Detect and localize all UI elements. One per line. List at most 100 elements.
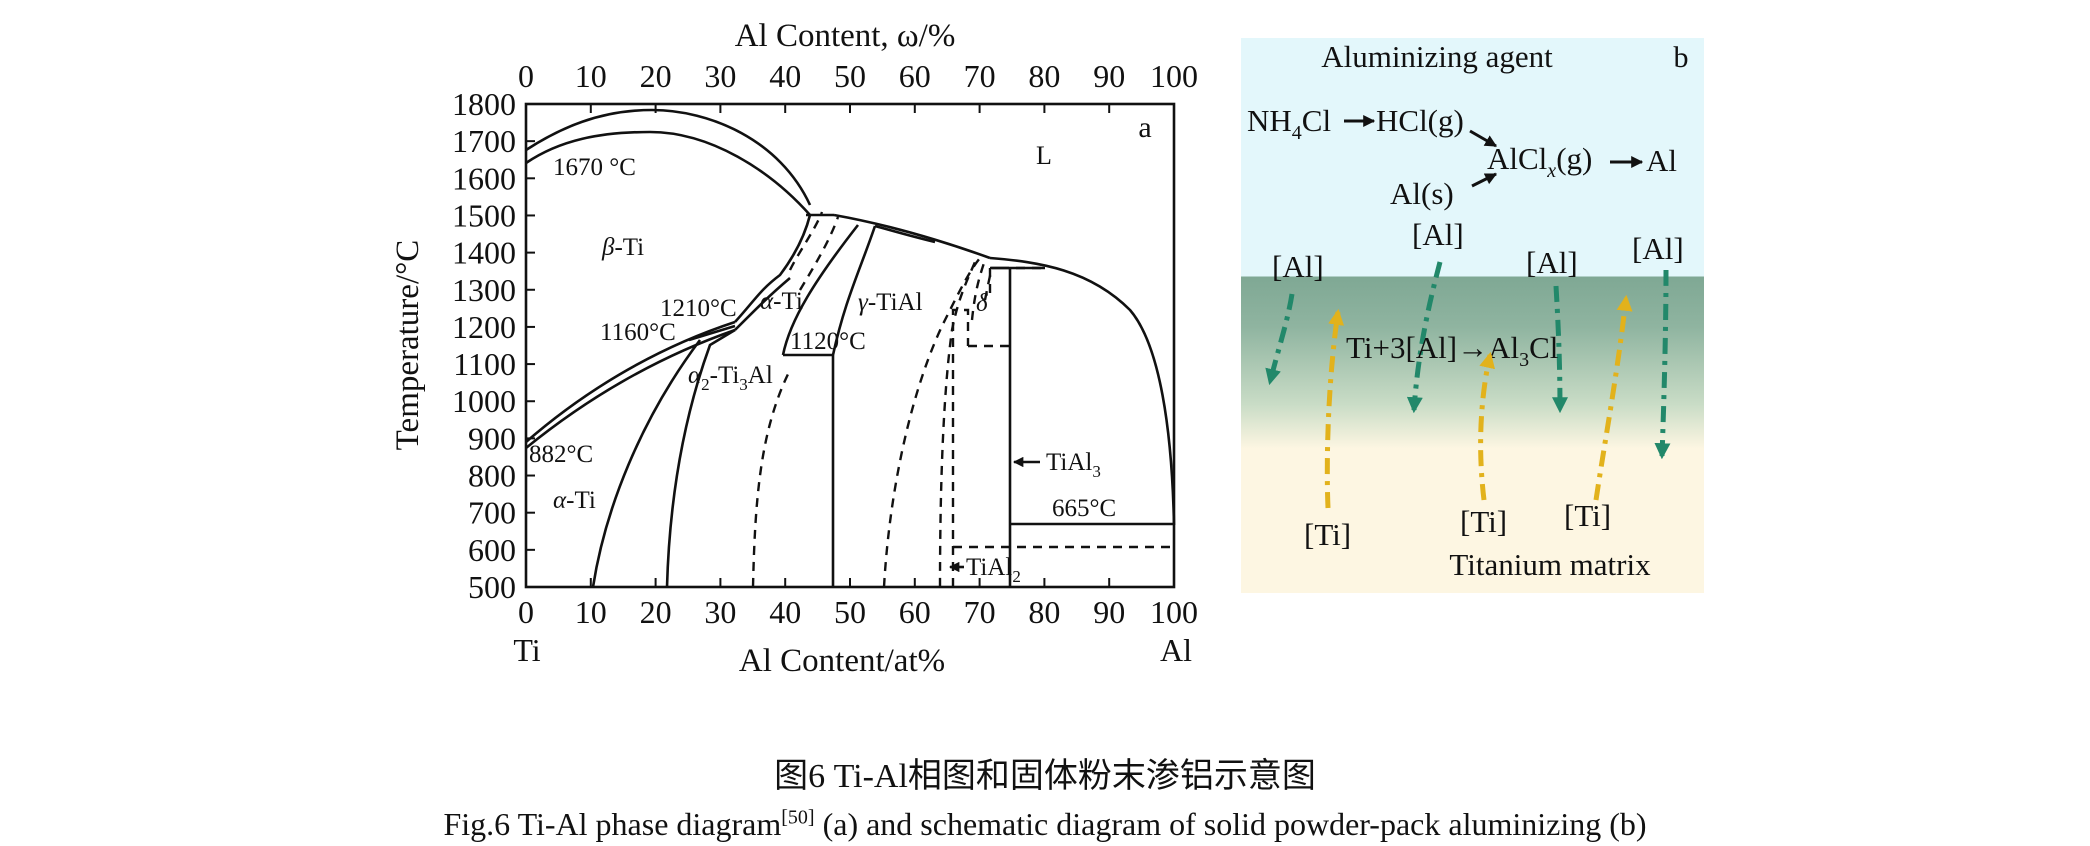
liquidus-right [989,256,1176,526]
temp-1670-label: 1670 °C [553,154,636,181]
alpha-ti-left [734,277,791,331]
liquidus-mid [833,213,991,260]
dashed-gamma-right [882,257,981,588]
arrow-al-solid-alclx [1471,172,1498,188]
top-axis-title: Al Content, ω/% [735,18,956,54]
bottom-tick-label: 20 [640,594,672,630]
alpha-alpha2-eutectoid [688,324,736,342]
caption-reference: [50] [781,806,815,829]
top-tick-label: 40 [769,58,801,94]
region-labels: L 1670 °C β-Ti 1210°C α-Ti γ-TiAl δ 1160… [529,141,1116,586]
top-tick-label: 80 [1028,58,1060,94]
alpha2-left-2 [665,328,736,588]
al-product: Al [1646,143,1677,178]
y-tick-label: 1700 [452,123,516,159]
caption-en-main: Fig.6 Ti-Al phase diagram [443,806,782,842]
bottom-tick-label: 10 [575,594,607,630]
gamma-tial-label: γ-TiAl [858,289,923,316]
bottom-tick-labels: 0 10 20 30 40 50 60 70 80 90 100 [518,594,1198,630]
schematic-background [1241,38,1704,593]
dashed-tial2-left [938,261,977,588]
ti-arrow-2 [1478,351,1496,501]
alpha2-ti3al-label: α2-Ti3Al [688,362,773,394]
schematic-title: Aluminizing agent [1321,39,1553,74]
al-arrow-1 [1265,293,1295,386]
panel-letter-b: b [1674,41,1689,74]
aluminizing-schematic: Aluminizing agent b NH4Cl HCl(g) AlClx(g… [1241,38,1704,593]
al-diffusion-label-1: [Al] [1272,249,1324,284]
al-arrow-2 [1406,261,1443,414]
y-tick-label: 1200 [452,309,516,345]
phase-diagram: Al Content, ω/% 0 10 20 30 40 50 60 70 80 90 100 0… [390,18,1198,679]
al-solid-formula: Al(s) [1390,176,1454,211]
ti-arrow-3 [1593,294,1633,501]
y-tick-label: 900 [468,420,516,456]
temp-882-label: 882°C [529,441,593,468]
caption-chinese: 图6 Ti-Al相图和固体粉末渗铝示意图 [774,758,1316,795]
ti-diffusion-label-3: [Ti] [1564,498,1611,533]
y-tick-label: 600 [468,532,516,568]
al-diffusion-label-3: [Al] [1526,245,1578,280]
top-tick-labels: 0 10 20 30 40 50 60 70 80 90 100 [518,58,1198,94]
caption-english: Fig.6 Ti-Al phase diagram[50] (a) and sc… [0,806,2090,843]
phase-boundaries [525,108,1176,588]
dashed-alpha-ti-1 [788,211,824,271]
gamma-right [831,225,877,356]
arrow-hcl-alclx [1469,129,1498,148]
bottom-tick-label: 100 [1150,594,1198,630]
transus-beta-alpha-2 [525,328,736,450]
phase-boundaries-dashed [751,211,1174,588]
temp-1120-label: 1120°C [790,328,866,355]
y-tick-label: 1500 [452,197,516,233]
x-axis-title: Al Content/at% [739,643,945,679]
al-diffusion-label-2: [Al] [1412,217,1464,252]
al-arrow-3 [1551,285,1568,414]
bottom-tick-label: 90 [1093,594,1125,630]
tial3-label: TiAl3 [1046,449,1101,481]
y-tick-label: 1000 [452,383,516,419]
caption-en-tail: (a) and schematic diagram of solid powde… [814,806,1647,842]
top-tick-label: 0 [518,58,534,94]
temp-1160-label: 1160°C [600,319,676,346]
y-tick-label: 1300 [452,272,516,308]
liquidus-beta [525,108,812,206]
top-tick-label: 60 [899,58,931,94]
alpha-ti-low-label: α-Ti [553,487,596,514]
plot-frame [524,102,1176,589]
transus-beta-alpha [525,320,736,443]
dashed-delta-2 [983,266,1000,301]
y-tick-label: 500 [468,569,516,605]
alclx-formula: AlClx(g) [1487,141,1592,182]
beta-ti-label: β-Ti [601,234,644,261]
matrix-label: Titanium matrix [1449,547,1651,582]
beta-alpha-eutectoid [734,214,812,323]
top-tick-label: 70 [964,58,996,94]
axis-end-ti: Ti [513,632,540,668]
hcl-formula: HCl(g) [1376,103,1464,138]
y-tick-label: 1400 [452,235,516,271]
y-tick-label: 800 [468,458,516,494]
ti-diffusion-label-1: [Ti] [1304,517,1351,552]
al-diffusion-label-4: [Al] [1632,231,1684,266]
gamma-al-boundary [874,224,936,244]
ti-arrow-1 [1324,308,1345,509]
solidus-beta [525,130,811,216]
dashed-delta-1 [970,259,987,321]
top-tick-label: 10 [575,58,607,94]
bottom-tick-label: 70 [964,594,996,630]
al-arrow-4 [1654,269,1671,460]
y-tick-label: 700 [468,495,516,531]
temp-1210-label: 1210°C [660,295,737,322]
top-tick-label: 30 [704,58,736,94]
bottom-tick-label: 0 [518,594,534,630]
alpha2-left [591,339,702,588]
dashed-alpha-ti-2 [798,216,840,291]
gamma-left [781,224,860,356]
top-tick-label: 90 [1093,58,1125,94]
top-tick-label: 20 [640,58,672,94]
top-tick-label: 100 [1150,58,1198,94]
y-tick-label: 1100 [453,346,516,382]
liquid-label: L [1036,141,1052,170]
